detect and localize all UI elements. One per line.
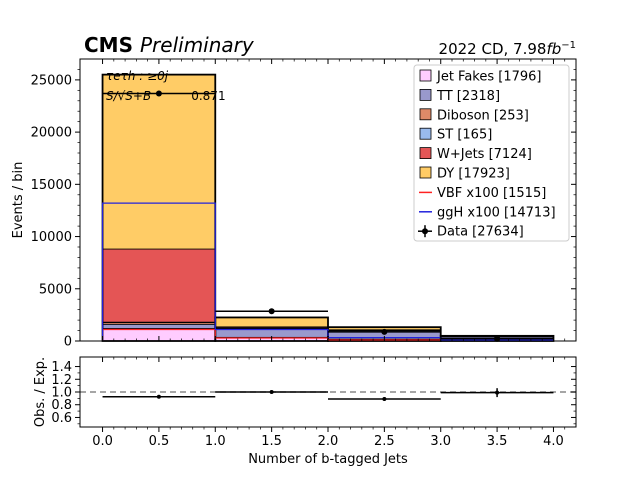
data-point-0 <box>156 90 162 96</box>
ratio-y-axis-label: Obs. / Exp. <box>33 357 48 427</box>
legend-label-3: ST [165] <box>437 128 492 143</box>
main-plot-panel: 0 5000 10000 15000 20000 25000 Events / bin τ… <box>11 59 576 350</box>
ratio-points <box>103 388 554 401</box>
status-label: Preliminary <box>140 33 255 57</box>
ratio-point-2 <box>382 397 386 401</box>
data-point-1 <box>269 308 275 314</box>
main-ytick-label-0: 0 <box>64 335 72 350</box>
stack-bar-4-bin-0 <box>103 249 216 322</box>
lumi-text: 2022 CD, 7.98 <box>439 40 547 58</box>
experiment-label: CMS <box>84 33 133 57</box>
legend-swatch-3 <box>420 128 431 139</box>
main-ytick-label-3: 15000 <box>31 178 72 193</box>
legend-label-1: TT [2318] <box>436 89 500 104</box>
ratio-point-3 <box>495 391 499 395</box>
legend-label-5: DY [17923] <box>437 167 510 182</box>
main-ytick-label-5: 25000 <box>31 73 72 88</box>
stack-bar-1-bin-0 <box>103 324 216 328</box>
x-axis-label: Number of b-tagged Jets <box>248 452 408 467</box>
legend-data-label: Data [27634] <box>437 225 524 240</box>
ratio-xtick-label-8: 4.0 <box>543 434 564 449</box>
main-y-axis-label: Events / bin <box>11 162 26 239</box>
ratio-xtick-label-1: 0.5 <box>149 434 170 449</box>
ratio-xtick-label-7: 3.5 <box>487 434 508 449</box>
ratio-xtick-label-0: 0.0 <box>92 434 113 449</box>
legend-signal-label-0: VBF x100 [1515] <box>437 186 546 201</box>
legend-signal-label-1: ggH x100 [14713] <box>437 205 556 220</box>
main-ytick-label-4: 20000 <box>31 126 72 141</box>
lumi-exponent: −1 <box>561 40 576 51</box>
legend-swatch-1 <box>420 89 431 100</box>
ratio-xtick-label-4: 2.0 <box>318 434 339 449</box>
ratio-xtick-label-3: 1.5 <box>261 434 282 449</box>
ratio-point-1 <box>270 390 274 394</box>
lumi-label: 2022 CD, 7.98fb−1 <box>439 40 576 58</box>
data-point-2 <box>381 329 387 335</box>
legend: Jet Fakes [1796] TT [2318] Diboson [253] ST… <box>414 65 569 241</box>
significance-label: S/√S+B <box>106 89 151 103</box>
ratio-ytick-label-4: 1.4 <box>51 360 72 375</box>
main-ytick-label-2: 10000 <box>31 230 72 245</box>
ratio-xtick-label-6: 3.0 <box>430 434 451 449</box>
ratio-xtick-label-5: 2.5 <box>374 434 395 449</box>
stack-bar-5-bin-1 <box>215 317 328 326</box>
significance-value: 0.871 <box>191 89 225 103</box>
main-ytick-label-1: 5000 <box>39 282 72 297</box>
ratio-xtick-label-2: 1.0 <box>205 434 226 449</box>
legend-swatch-2 <box>420 109 431 120</box>
lumi-unit: fb <box>546 40 561 58</box>
legend-swatch-0 <box>420 70 431 81</box>
legend-data-marker <box>422 228 428 234</box>
ratio-point-0 <box>157 395 161 399</box>
legend-swatch-4 <box>420 148 431 159</box>
legend-label-4: W+Jets [7124] <box>437 147 532 162</box>
legend-swatch-5 <box>420 167 431 178</box>
channel-annotation: τeτh : ≥0j <box>106 69 169 83</box>
legend-label-2: Diboson [253] <box>437 108 529 123</box>
legend-label-0: Jet Fakes [1796] <box>436 70 542 85</box>
